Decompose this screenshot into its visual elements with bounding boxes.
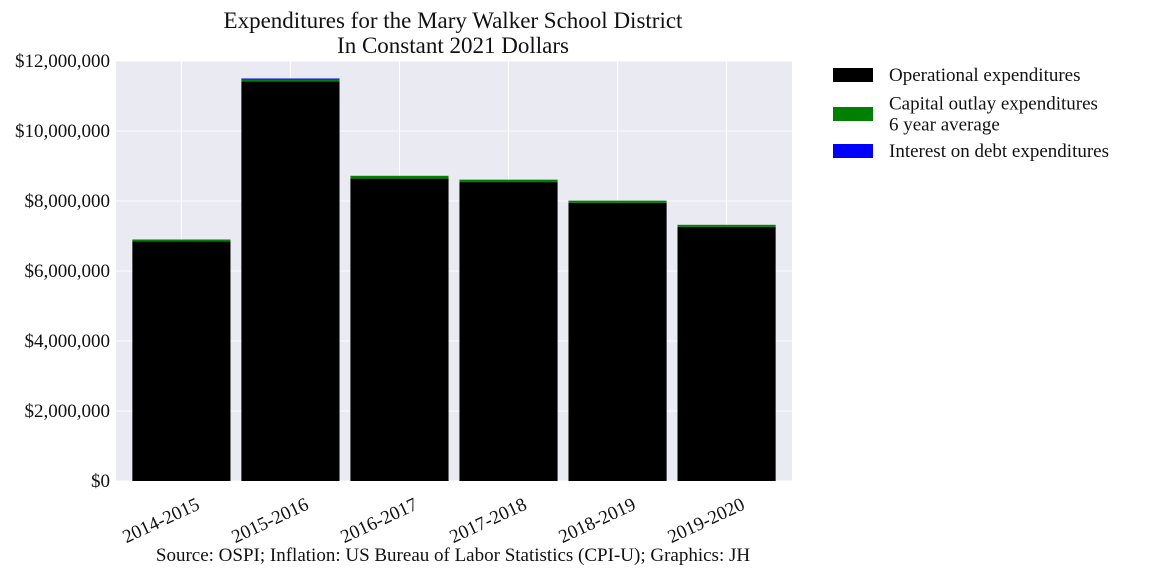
x-tick-label: 2016-2017 xyxy=(338,494,421,548)
bar-segment-series-2 xyxy=(241,78,340,80)
x-axis-ticks: 2014-2015 2015-2016 2016-2017 2017-2018 2018… xyxy=(119,494,748,548)
x-tick-label: 2014-2015 xyxy=(119,494,202,548)
bar-segment-series-1 xyxy=(677,224,776,227)
bar-segment-series-1 xyxy=(568,200,667,203)
legend-label: Capital outlay expenditures 6 year averag… xyxy=(889,94,1098,136)
bar-layer xyxy=(132,78,776,482)
y-tick-label: $10,000,000 xyxy=(15,121,110,142)
y-tick-label: $8,000,000 xyxy=(25,191,111,212)
bar-segment-series-0 xyxy=(350,178,449,481)
y-tick-label: $12,000,000 xyxy=(15,51,110,72)
legend-swatch xyxy=(833,144,873,158)
chart-subtitle: In Constant 2021 Dollars xyxy=(337,33,569,58)
legend-label: Operational expenditures xyxy=(889,65,1081,86)
y-tick-label: $6,000,000 xyxy=(25,261,111,282)
legend: Operational expenditures Capital outlay e… xyxy=(833,65,1109,162)
chart-title: Expenditures for the Mary Walker School … xyxy=(224,8,683,33)
bar-segment-series-1 xyxy=(459,179,558,183)
x-tick-label: 2018-2019 xyxy=(556,494,639,548)
y-tick-label: $2,000,000 xyxy=(25,401,111,422)
y-tick-label: $4,000,000 xyxy=(25,331,111,352)
x-tick-label: 2017-2018 xyxy=(447,494,530,548)
x-tick-label: 2015-2016 xyxy=(228,494,311,548)
y-axis-ticks: $0 $2,000,000 $4,000,000 $6,000,000 $8,000,0… xyxy=(15,51,110,492)
bar-segment-series-0 xyxy=(677,226,776,481)
legend-swatch xyxy=(833,68,873,82)
bar-segment-series-1 xyxy=(350,175,449,179)
legend-swatch xyxy=(833,107,873,121)
x-tick-label: 2019-2020 xyxy=(665,494,748,548)
bar-segment-series-0 xyxy=(132,241,231,481)
bar-segment-series-0 xyxy=(459,182,558,481)
source-note: Source: OSPI; Inflation: US Bureau of La… xyxy=(156,545,750,566)
legend-label: Interest on debt expenditures xyxy=(889,141,1109,162)
bar-segment-series-0 xyxy=(241,81,340,482)
bar-segment-series-1 xyxy=(241,79,340,82)
bar-segment-series-0 xyxy=(568,202,667,481)
y-tick-label: $0 xyxy=(91,471,110,492)
bar-segment-series-1 xyxy=(132,239,231,242)
